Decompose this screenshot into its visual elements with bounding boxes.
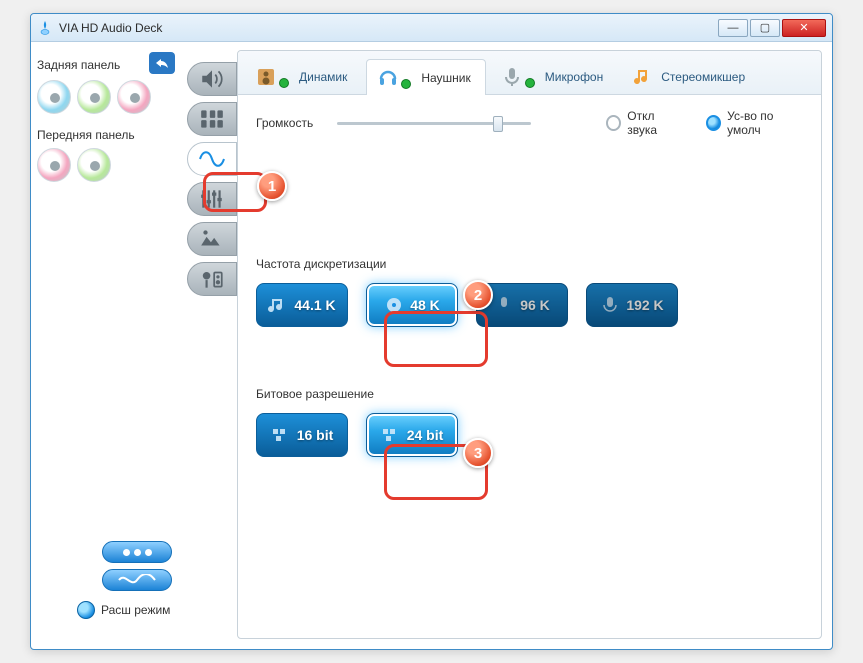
tab-label: Наушник [421,71,470,85]
bit-depth-option-label: 16 bit [297,427,334,443]
tab-стереомикшер[interactable]: Стереомикшер [622,58,760,94]
audio-jack[interactable] [37,148,71,182]
close-button[interactable]: ✕ [782,19,826,37]
nav-environment[interactable] [187,222,237,256]
check-badge-icon [279,78,289,88]
sample-rate-title: Частота дискретизации [256,257,803,271]
minimize-button[interactable]: — [718,19,748,37]
nav-room-correction[interactable] [187,262,237,296]
tab-icon [255,66,277,88]
sample-rate-option-label: 192 K [626,297,663,313]
expanded-mode-label: Расш режим [101,603,170,617]
app-window: VIA HD Audio Deck — ▢ ✕ Задняя панель Пе… [30,13,833,650]
device-tabs: Динамик Наушник Микрофон Стереомикшер [238,51,821,95]
sample-rate-option[interactable]: 44.1 K [256,283,348,327]
bit-depth-title: Битовое разрешение [256,387,803,401]
annotation-number-1: 1 [257,171,287,201]
nav-equalizer[interactable] [187,182,237,216]
app-icon [37,20,53,36]
nav-sample-format[interactable] [187,142,237,176]
audio-jack[interactable] [77,148,111,182]
bit-depth-option-label: 24 bit [407,427,444,443]
expanded-mode-button[interactable]: Расш режим [77,601,197,619]
front-jacks [37,148,175,182]
bit-depth-option[interactable]: 24 bit [366,413,458,457]
tab-icon [501,66,523,88]
audio-jack[interactable] [37,80,71,114]
pill-button-2[interactable] [102,569,172,591]
mute-label: Откл звука [627,109,682,137]
maximize-button[interactable]: ▢ [750,19,780,37]
volume-slider[interactable] [337,114,530,132]
bit-depth-row: 16 bit 24 bit [256,413,803,457]
window-title: VIA HD Audio Deck [59,21,718,35]
check-badge-icon [525,78,535,88]
tab-icon [377,67,399,89]
default-device-radio[interactable]: Ус-во по умолч [706,109,803,137]
sample-rate-option-label: 96 K [520,297,550,313]
tab-icon [633,66,655,88]
titlebar: VIA HD Audio Deck — ▢ ✕ [31,14,832,42]
default-device-label: Ус-во по умолч [727,109,803,137]
annotation-number-3: 3 [463,438,493,468]
sample-rate-row: 44.1 K 48 K 96 K 192 K [256,283,803,327]
front-panel-label: Передняя панель [37,128,175,142]
check-badge-icon [401,79,411,89]
sample-rate-option[interactable]: 192 K [586,283,678,327]
bit-depth-option[interactable]: 16 bit [256,413,348,457]
sample-rate-option-label: 48 K [410,297,440,313]
volume-label: Громкость [256,116,313,130]
audio-jack[interactable] [77,80,111,114]
sample-rate-option-label: 44.1 K [294,297,335,313]
tab-label: Динамик [299,70,347,84]
tab-наушник[interactable]: Наушник [366,59,485,95]
mute-radio[interactable]: Откл звука [606,109,682,137]
rear-jacks [37,80,175,114]
sample-rate-option[interactable]: 48 K [366,283,458,327]
nav-speaker-config[interactable] [187,102,237,136]
content-panel: Динамик Наушник Микрофон Стереомикшер Громк… [237,50,822,639]
rear-panel-label: Задняя панель [37,58,120,72]
tab-микрофон[interactable]: Микрофон [490,58,618,94]
audio-jack[interactable] [117,80,151,114]
nav-volume[interactable] [187,62,237,96]
tab-динамик[interactable]: Динамик [244,58,362,94]
annotation-number-2: 2 [463,280,493,310]
bottom-left-controls: Расш режим [77,535,197,619]
tab-label: Стереомикшер [661,70,745,84]
tab-label: Микрофон [545,70,603,84]
pill-button-1[interactable] [102,541,172,563]
undo-button[interactable] [149,52,175,74]
